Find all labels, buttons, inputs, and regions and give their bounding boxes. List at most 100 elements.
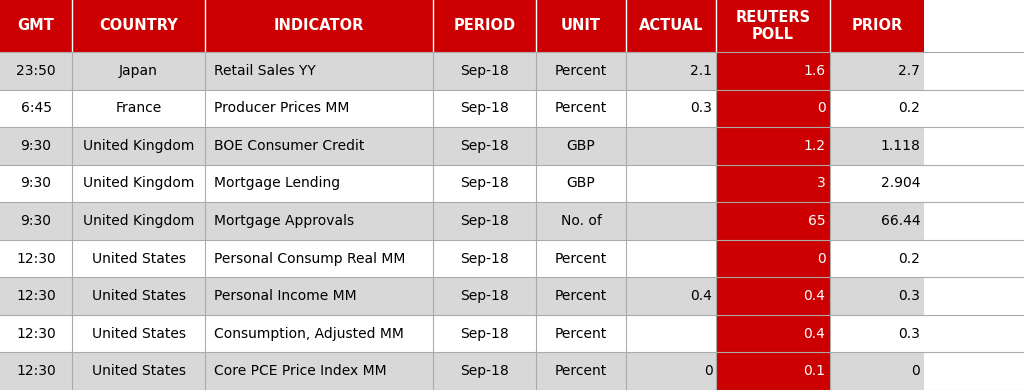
Bar [433, 90, 536, 127]
Bar [72, 315, 205, 353]
Text: 0.2: 0.2 [898, 101, 921, 115]
Text: Percent: Percent [555, 364, 607, 378]
Bar [0, 165, 72, 202]
Bar [433, 202, 536, 240]
Bar [830, 0, 924, 52]
Text: Sep-18: Sep-18 [460, 176, 509, 190]
Text: 2.1: 2.1 [690, 64, 713, 78]
Bar [830, 353, 924, 390]
Bar [205, 353, 433, 390]
Bar [626, 202, 716, 240]
Text: Sep-18: Sep-18 [460, 327, 509, 341]
Bar [626, 52, 716, 90]
Text: COUNTRY: COUNTRY [99, 18, 178, 34]
Text: 0: 0 [817, 101, 825, 115]
Text: 12:30: 12:30 [16, 364, 56, 378]
Bar [72, 353, 205, 390]
Text: Percent: Percent [555, 101, 607, 115]
Text: Mortgage Approvals: Mortgage Approvals [214, 214, 354, 228]
Bar [716, 353, 830, 390]
Text: Japan: Japan [119, 64, 158, 78]
Bar [536, 90, 626, 127]
Bar [536, 277, 626, 315]
Text: 0.3: 0.3 [898, 289, 921, 303]
Text: United States: United States [91, 327, 185, 341]
Bar [536, 240, 626, 277]
Text: Sep-18: Sep-18 [460, 289, 509, 303]
Bar [716, 90, 830, 127]
Text: United States: United States [91, 252, 185, 266]
Bar [716, 0, 830, 52]
Bar [716, 127, 830, 165]
Bar [536, 165, 626, 202]
Bar [205, 127, 433, 165]
Bar [433, 52, 536, 90]
Bar [205, 202, 433, 240]
Text: 0.4: 0.4 [690, 289, 713, 303]
Bar [830, 90, 924, 127]
Bar [0, 315, 72, 353]
Bar [716, 315, 830, 353]
Bar [72, 90, 205, 127]
Text: United States: United States [91, 289, 185, 303]
Text: Producer Prices MM: Producer Prices MM [214, 101, 349, 115]
Text: 0.1: 0.1 [804, 364, 825, 378]
Bar [0, 0, 72, 52]
Text: 9:30: 9:30 [20, 139, 51, 153]
Text: Sep-18: Sep-18 [460, 139, 509, 153]
Text: Mortgage Lending: Mortgage Lending [214, 176, 340, 190]
Bar [626, 277, 716, 315]
Bar [205, 52, 433, 90]
Bar [716, 277, 830, 315]
Bar [536, 353, 626, 390]
Text: INDICATOR: INDICATOR [273, 18, 365, 34]
Text: Core PCE Price Index MM: Core PCE Price Index MM [214, 364, 387, 378]
Text: 6:45: 6:45 [20, 101, 51, 115]
Bar [433, 240, 536, 277]
Bar [72, 240, 205, 277]
Bar [433, 0, 536, 52]
Text: United Kingdom: United Kingdom [83, 176, 195, 190]
Text: 0.3: 0.3 [898, 327, 921, 341]
Bar [626, 353, 716, 390]
Text: Percent: Percent [555, 252, 607, 266]
Bar [0, 52, 72, 90]
Text: Sep-18: Sep-18 [460, 64, 509, 78]
Bar [536, 52, 626, 90]
Text: 0: 0 [817, 252, 825, 266]
Text: Sep-18: Sep-18 [460, 214, 509, 228]
Text: Retail Sales YY: Retail Sales YY [214, 64, 315, 78]
Text: 3: 3 [817, 176, 825, 190]
Text: Sep-18: Sep-18 [460, 252, 509, 266]
Bar [72, 165, 205, 202]
Text: 12:30: 12:30 [16, 252, 56, 266]
Text: United Kingdom: United Kingdom [83, 139, 195, 153]
Text: 1.2: 1.2 [804, 139, 825, 153]
Bar [0, 90, 72, 127]
Text: 65: 65 [808, 214, 825, 228]
Text: GBP: GBP [566, 176, 595, 190]
Bar [830, 202, 924, 240]
Bar [205, 240, 433, 277]
Bar [536, 315, 626, 353]
Bar [716, 52, 830, 90]
Text: REUTERS
POLL: REUTERS POLL [735, 10, 811, 42]
Text: Percent: Percent [555, 289, 607, 303]
Bar [205, 165, 433, 202]
Bar [0, 202, 72, 240]
Text: Sep-18: Sep-18 [460, 101, 509, 115]
Bar [536, 127, 626, 165]
Bar [626, 127, 716, 165]
Bar [433, 165, 536, 202]
Text: United States: United States [91, 364, 185, 378]
Text: United Kingdom: United Kingdom [83, 214, 195, 228]
Text: 9:30: 9:30 [20, 176, 51, 190]
Bar [72, 127, 205, 165]
Text: 1.118: 1.118 [881, 139, 921, 153]
Bar [433, 315, 536, 353]
Text: 66.44: 66.44 [881, 214, 921, 228]
Bar [626, 315, 716, 353]
Text: PRIOR: PRIOR [851, 18, 902, 34]
Bar [72, 277, 205, 315]
Bar [830, 52, 924, 90]
